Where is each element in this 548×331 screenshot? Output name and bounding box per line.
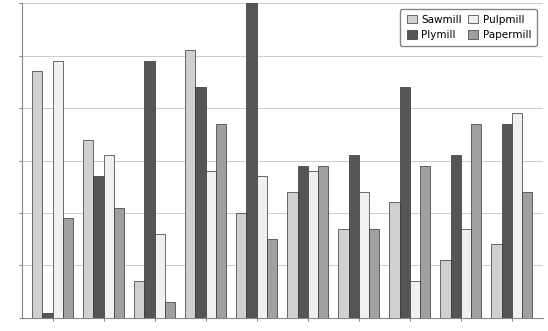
Bar (236, 213, 247, 331)
Bar (134, 281, 145, 331)
Bar (441, 260, 450, 331)
Bar (461, 229, 471, 331)
Bar (318, 166, 328, 331)
Bar (390, 203, 399, 331)
Bar (492, 244, 501, 331)
Bar (155, 234, 165, 331)
Bar (410, 281, 420, 331)
Bar (512, 113, 522, 331)
Bar (399, 87, 410, 331)
Bar (216, 124, 226, 331)
Bar (267, 239, 277, 331)
Bar (53, 61, 63, 331)
Bar (114, 208, 124, 331)
Bar (185, 51, 196, 331)
Bar (287, 192, 298, 331)
Bar (501, 124, 512, 331)
Bar (206, 171, 216, 331)
Bar (359, 192, 369, 331)
Bar (420, 166, 430, 331)
Bar (349, 155, 359, 331)
Bar (522, 192, 532, 331)
Bar (196, 87, 206, 331)
Bar (104, 155, 114, 331)
Bar (256, 176, 267, 331)
Bar (93, 176, 104, 331)
Bar (63, 218, 73, 331)
Bar (165, 302, 175, 331)
Bar (298, 166, 308, 331)
Legend: Sawmill, Plymill, Pulpmill, Papermill: Sawmill, Plymill, Pulpmill, Papermill (400, 9, 537, 46)
Bar (42, 312, 53, 331)
Bar (247, 3, 256, 331)
Bar (83, 140, 93, 331)
Bar (32, 71, 42, 331)
Bar (450, 155, 461, 331)
Bar (145, 61, 155, 331)
Bar (338, 229, 349, 331)
Bar (308, 171, 318, 331)
Bar (369, 229, 379, 331)
Bar (471, 124, 481, 331)
